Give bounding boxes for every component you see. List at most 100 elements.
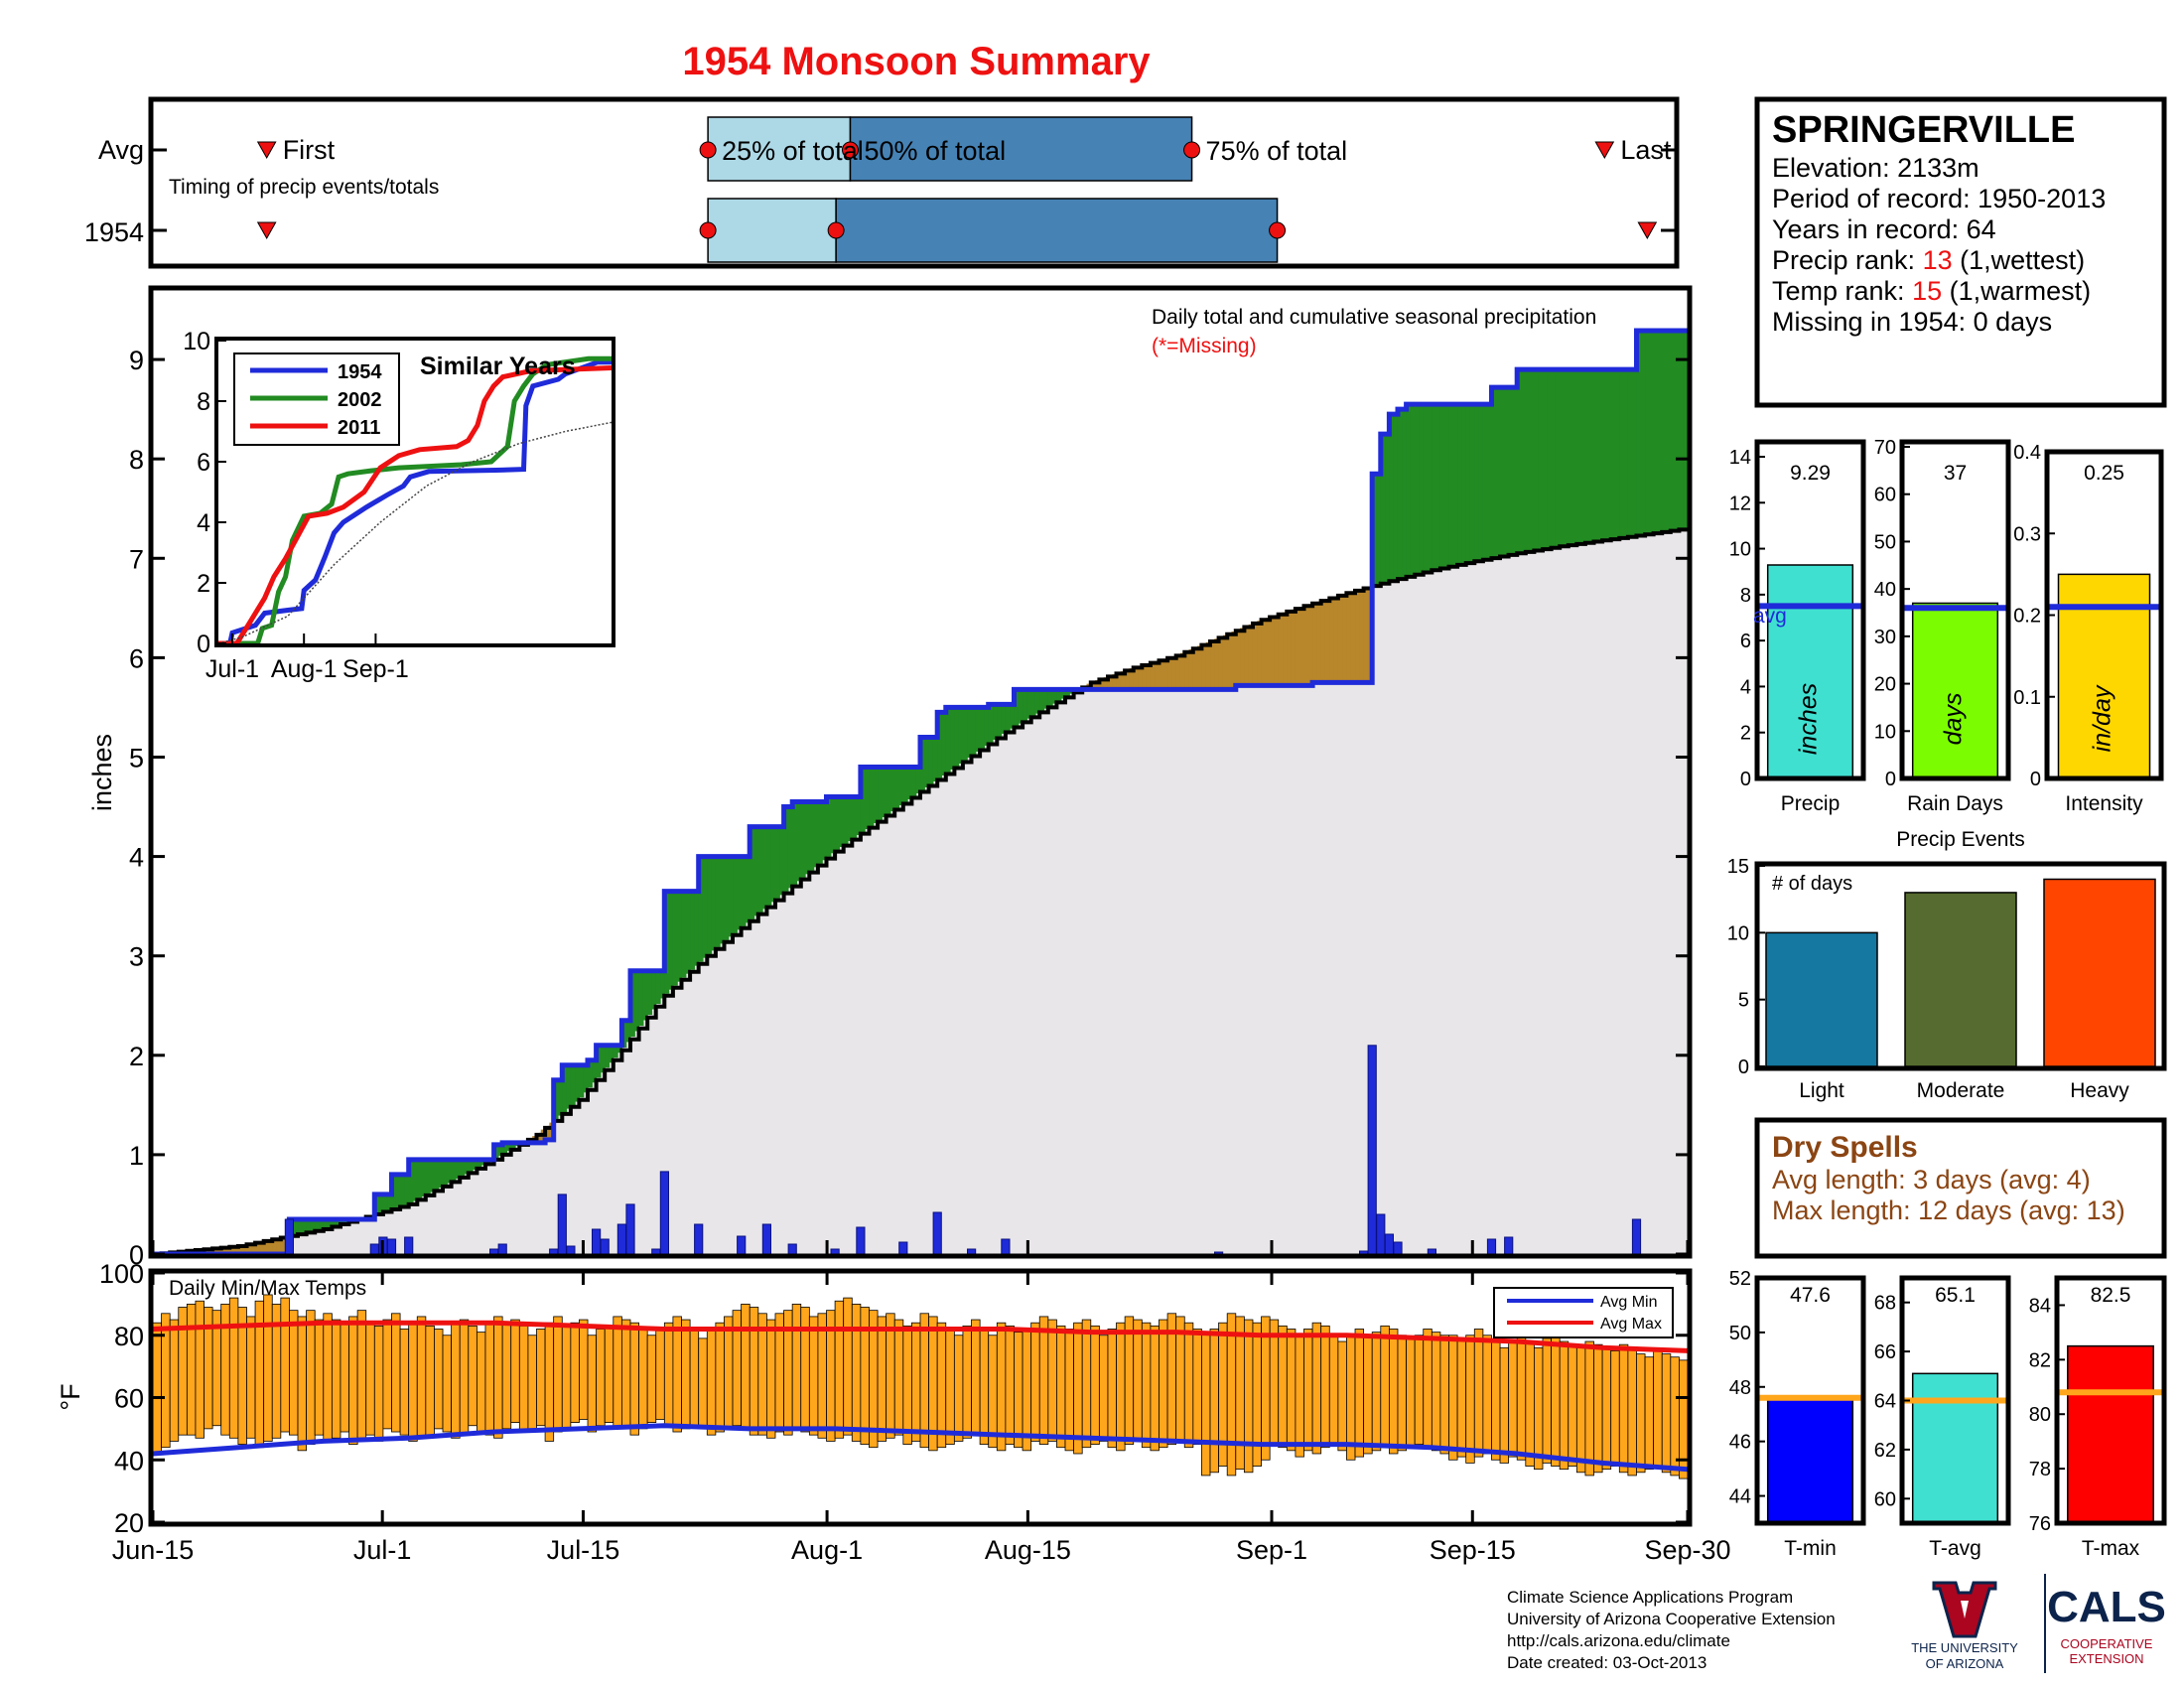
temp-y-tick-label: 80 (114, 1322, 144, 1351)
average-cumulative-area (153, 528, 1688, 1254)
legend-avg-max: Avg Max (1600, 1316, 1662, 1333)
event-bar-moderate (1904, 892, 2017, 1067)
event-label: Moderate (1917, 1079, 2005, 1102)
above-average-fill (1491, 387, 1497, 558)
below-average-fill (1112, 674, 1118, 690)
main-y-tick-label: 8 (129, 445, 144, 475)
cals-sub-1: COOPERATIVE (2061, 1636, 2153, 1651)
above-average-fill (728, 856, 734, 937)
footer-line2: University of Arizona Cooperative Extens… (1507, 1610, 1836, 1628)
above-average-fill (1478, 404, 1484, 561)
above-average-fill (1584, 369, 1590, 543)
below-average-fill (250, 1243, 256, 1254)
similar-years-inset: 0 2 4 6 8 10 Jul-1 Aug-1 Sep-1 Similar Years 195… (183, 328, 615, 683)
timing-triangle-marker (256, 221, 277, 240)
dry-spells-avg: Avg length: 3 days (avg: 4) (1772, 1165, 2091, 1195)
daily-temp-bar (468, 1325, 478, 1427)
inset-series-1954 (218, 359, 612, 646)
temp-legend: Avg Min Avg Max (1493, 1287, 1674, 1338)
daily-temp-bar (1235, 1316, 1245, 1471)
below-average-fill (216, 1247, 222, 1254)
daily-temp-bar (843, 1297, 853, 1436)
above-average-fill (889, 767, 895, 812)
inset-title: Similar Years (420, 352, 576, 380)
daily-temp-bar (391, 1313, 401, 1433)
mini-y-tick-label: 40 (1874, 579, 1896, 601)
daily-temp-bar (757, 1313, 767, 1436)
event-label: Heavy (2070, 1079, 2129, 1102)
main-y-tick-label: 0 (129, 1240, 144, 1270)
footer-line1: Climate Science Applications Program (1507, 1588, 1793, 1607)
daily-temp-bar (1354, 1329, 1365, 1458)
above-average-fill (1580, 369, 1586, 543)
above-average-fill (306, 1218, 312, 1232)
daily-temp-bar (348, 1316, 358, 1445)
above-average-fill (1547, 369, 1553, 549)
mini-y-tick-label: 8 (1740, 585, 1751, 607)
mini-name-intensity: Intensity (2065, 792, 2143, 815)
daily-temp-bar (1261, 1316, 1271, 1461)
daily-temp-bar (1124, 1316, 1135, 1445)
daily-temp-bar (604, 1325, 614, 1423)
above-average-fill (1593, 369, 1599, 542)
above-average-fill (1572, 369, 1577, 545)
first-label: First (283, 135, 336, 165)
below-average-fill (1192, 647, 1198, 690)
daily-temp-bar (510, 1319, 520, 1424)
daily-temp-bar (1551, 1335, 1561, 1467)
above-average-fill (1614, 369, 1620, 539)
daily-precip-bar (1376, 1213, 1386, 1255)
above-average-fill (1435, 404, 1441, 569)
above-average-fill (924, 737, 930, 788)
above-average-fill (1415, 404, 1421, 575)
above-average-fill (1683, 331, 1689, 529)
above-average-fill (813, 801, 819, 868)
above-average-fill (898, 767, 904, 806)
above-average-fill (894, 767, 900, 809)
main-y-tick-label: 7 (129, 544, 144, 574)
below-average-fill (220, 1247, 226, 1254)
below-average-fill (1155, 660, 1160, 690)
inset-plot-area (217, 355, 613, 646)
daily-temp-bar (1038, 1316, 1049, 1445)
events-ylabel: # of days (1772, 873, 1852, 895)
below-average-fill (1350, 591, 1356, 683)
daily-temp-bar (1192, 1329, 1202, 1445)
above-average-fill (660, 970, 665, 999)
below-average-fill (1120, 671, 1126, 690)
above-average-fill (323, 1218, 329, 1229)
daily-temp-bar (365, 1322, 375, 1436)
below-average-fill (1218, 636, 1224, 690)
daily-temp-bar (893, 1319, 904, 1436)
daily-temp-bar (1508, 1340, 1518, 1458)
below-average-fill (1231, 632, 1237, 690)
daily-temp-bar (672, 1316, 682, 1433)
below-average-fill (1359, 589, 1365, 683)
above-average-fill (579, 1064, 585, 1098)
above-average-fill (1461, 404, 1467, 564)
station-info: SPRINGERVILLE Elevation: 2133m Period of… (1754, 96, 2167, 408)
daily-temp-bar (1328, 1335, 1339, 1445)
daily-precip-bar (737, 1235, 747, 1255)
below-average-fill (1146, 663, 1152, 690)
above-average-fill (1448, 404, 1454, 567)
daily-temp-bar (817, 1313, 827, 1439)
above-average-fill (1005, 704, 1011, 732)
above-average-fill (1397, 409, 1403, 579)
above-average-fill (1538, 369, 1544, 550)
daily-precip-bar (369, 1243, 379, 1255)
mini-y-tick-label: 76 (2029, 1513, 2051, 1535)
above-average-fill (315, 1218, 321, 1231)
daily-temp-bar (1243, 1319, 1254, 1474)
university-of-arizona-logo: THE UNIVERSITY OF ARIZONA CALS COOPERATI… (1911, 1574, 2166, 1673)
mini-frame-precip (1754, 439, 1866, 781)
above-average-fill (967, 707, 973, 758)
main-frame (148, 285, 1693, 1259)
timing-panel: Avg 1954 Timing of precip events/totals … (84, 96, 1680, 269)
below-average-fill (1333, 596, 1339, 683)
daily-temp-bar (1465, 1335, 1475, 1464)
below-average-fill (1179, 652, 1185, 690)
above-average-fill (438, 1159, 444, 1189)
above-average-fill (566, 1064, 572, 1109)
above-average-fill (1465, 404, 1471, 563)
